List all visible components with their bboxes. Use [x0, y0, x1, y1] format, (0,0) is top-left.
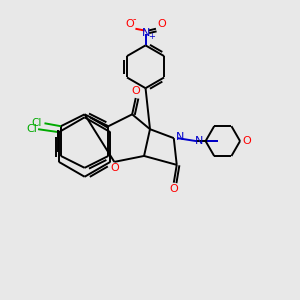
- Text: O: O: [242, 136, 251, 146]
- Text: O: O: [131, 86, 140, 96]
- Text: O: O: [157, 19, 166, 29]
- Text: N: N: [195, 136, 203, 146]
- Text: N: N: [142, 28, 151, 38]
- Text: O: O: [111, 164, 119, 173]
- Text: Cl: Cl: [32, 118, 42, 128]
- Text: N: N: [176, 132, 184, 142]
- Text: O: O: [125, 19, 134, 29]
- Text: +: +: [148, 32, 155, 41]
- Text: -: -: [133, 14, 136, 24]
- Text: Cl: Cl: [26, 124, 37, 134]
- Text: O: O: [169, 184, 178, 194]
